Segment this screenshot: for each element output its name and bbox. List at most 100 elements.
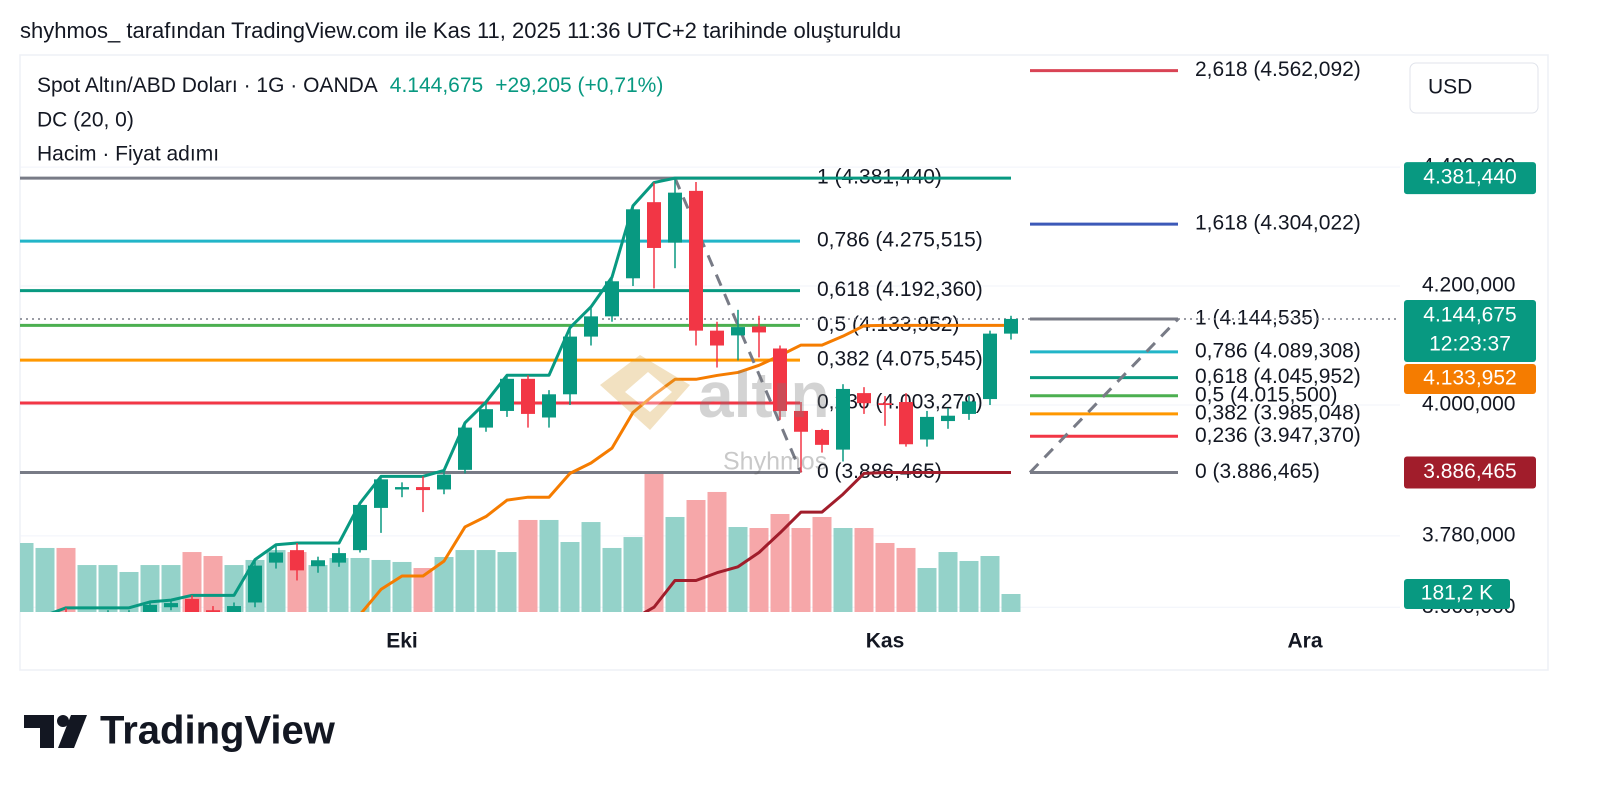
candle-body: [773, 348, 787, 411]
x-tick-label: Eki: [386, 630, 418, 653]
volume-bar: [329, 557, 349, 612]
candle-body: [395, 487, 409, 490]
candle-body: [920, 416, 934, 440]
candle-body: [626, 209, 640, 279]
volume-bar: [728, 527, 748, 612]
watermark-author: Shyhmos: [723, 448, 827, 476]
volume-bar: [959, 560, 979, 612]
currency-box[interactable]: [1409, 62, 1539, 114]
watermark-logo: [600, 355, 690, 430]
volume-bar: [686, 500, 706, 612]
watermark-logo-inner: [625, 372, 672, 412]
volume-bar: [476, 550, 496, 612]
chart-frame: [19, 54, 1549, 671]
y-tick-label: 4.000,000: [1422, 393, 1515, 416]
volume-bar: [119, 571, 139, 612]
fib-label: 0,5 (4.015,500): [1195, 383, 1337, 406]
volume-bar: [413, 568, 433, 612]
volume-bar: [749, 528, 769, 612]
y-tick-label: 4.200,000: [1422, 274, 1515, 297]
lower-badge: [1404, 456, 1536, 489]
volume-bar: [581, 522, 601, 612]
fib-label: 0,382 (4.075,545): [817, 348, 983, 371]
candle-body: [374, 479, 388, 508]
volume-bar: [665, 516, 685, 612]
dc-line: [642, 471, 1011, 612]
candle-body: [983, 333, 997, 400]
candle-body: [584, 316, 598, 337]
upper-badge-text: 4.381,440: [1423, 166, 1516, 189]
indicator-label: DC (20, 0): [37, 109, 134, 132]
indicator-label: Hacim · Fiyat adımı: [37, 143, 219, 166]
legend: Spot Altın/ABD Doları · 1G · OANDA 4.144,…: [37, 74, 663, 166]
fib-label: 0,618 (4.192,360): [817, 278, 983, 301]
volume-bar: [455, 550, 475, 612]
candles: [65, 178, 1018, 612]
volume-bar: [812, 516, 832, 612]
volume-bar: [266, 550, 286, 612]
candle-body: [332, 553, 346, 563]
volume-bar: [77, 565, 97, 612]
candle-body: [143, 604, 157, 612]
candle-body: [521, 378, 535, 414]
candle-body: [185, 598, 199, 612]
volume-bar: [35, 547, 55, 612]
last-price-badge: [1404, 299, 1536, 362]
volume-bar: [56, 547, 76, 612]
volume-bar: [791, 528, 811, 612]
candle-body: [668, 192, 682, 243]
volume-bar: [644, 473, 664, 612]
brand: TradingView: [100, 709, 336, 753]
volume-bar: [896, 547, 916, 612]
volume-bar: [98, 565, 118, 612]
logo-mark: [24, 715, 54, 748]
volume-bar: [350, 557, 370, 612]
candle-body: [290, 550, 304, 571]
volume-bar: [392, 561, 412, 612]
volume-bar: [518, 519, 538, 612]
fib-label: 1 (4.144,535): [1195, 307, 1320, 330]
candle-body: [689, 190, 703, 331]
candle-body: [269, 552, 283, 563]
y-tick-label: 3.780,000: [1422, 523, 1515, 546]
candle-body: [794, 410, 808, 432]
volume-bar: [560, 542, 580, 612]
dc-line: [50, 176, 1011, 612]
candle-body: [479, 409, 493, 428]
volume-bar: [917, 568, 937, 612]
fibonacci: 1 (4.381,440)0,786 (4.275,515)0,618 (4.1…: [20, 58, 1361, 483]
candle-body: [206, 610, 220, 612]
footer: TradingView: [24, 709, 336, 753]
x-tick-label: Kas: [866, 630, 905, 653]
basis-badge-text: 4.133,952: [1423, 366, 1516, 389]
currency[interactable]: USD: [1428, 76, 1472, 99]
candle-body: [500, 378, 514, 411]
fib-label: 0,382 (3.985,048): [1195, 401, 1361, 424]
volume-bar: [854, 528, 874, 612]
symbol: Spot Altın/ABD Doları · 1G · OANDA: [37, 74, 378, 97]
candle-body: [563, 336, 577, 395]
candle-body: [710, 330, 724, 346]
candle-body: [437, 474, 451, 490]
candle-body: [899, 402, 913, 445]
volume-bar: [602, 547, 622, 612]
candle-body: [647, 202, 661, 248]
volume-bar: [203, 556, 223, 612]
fib-label: 0,786 (4.089,308): [1195, 339, 1361, 362]
basis-badge: [1404, 363, 1536, 394]
candle-body: [878, 403, 892, 405]
volume-bar: [980, 556, 1000, 612]
donchian: [20, 176, 1400, 612]
volume-bar: [833, 528, 853, 612]
logo-mark: [57, 715, 69, 727]
upper-badge: [1404, 162, 1536, 195]
candle-body: [815, 429, 829, 445]
countdown: 12:23:37: [1429, 332, 1511, 355]
candle-body: [941, 415, 955, 422]
volume-bar: [224, 565, 244, 612]
candle-body: [1004, 318, 1018, 334]
volume-bar: [770, 514, 790, 612]
volume-bar: [539, 519, 559, 612]
volume-badge-text: 181,2 K: [1421, 582, 1493, 605]
x-tick-label: Ara: [1287, 630, 1322, 653]
